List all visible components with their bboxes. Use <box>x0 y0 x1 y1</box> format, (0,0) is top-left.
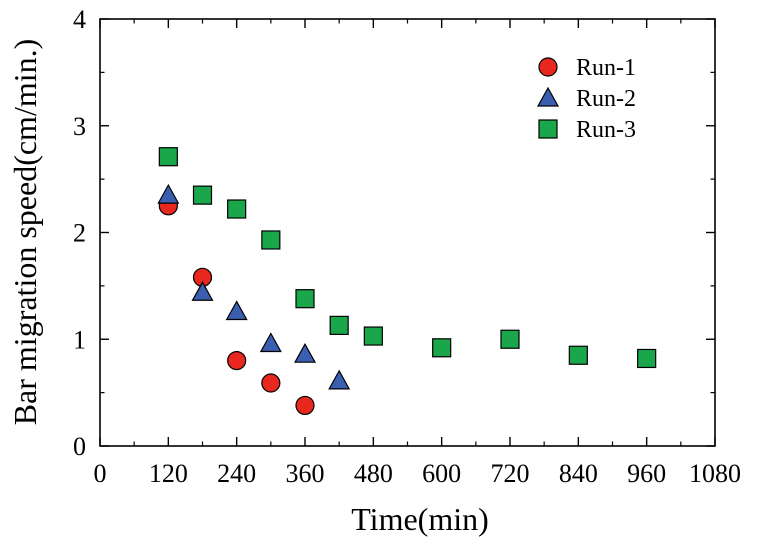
x-tick-label: 360 <box>286 459 325 488</box>
legend-label-run-1: Run-1 <box>576 55 636 81</box>
legend-label-run-3: Run-3 <box>576 117 636 143</box>
x-axis-title: Time(min) <box>351 501 489 537</box>
x-tick-label: 120 <box>149 459 188 488</box>
legend-marker-run-2 <box>536 86 560 107</box>
data-marks <box>157 147 657 416</box>
x-tick-label: 0 <box>94 459 107 488</box>
data-point-run-3 <box>432 338 452 358</box>
y-tick-label: 1 <box>73 325 86 354</box>
data-point-run-3 <box>637 348 657 369</box>
data-point-run-2 <box>191 281 214 301</box>
y-axis-title: Bar migration speed(cm/min.) <box>7 39 43 426</box>
data-point-run-2 <box>157 183 180 204</box>
x-tick-label: 960 <box>627 459 666 488</box>
data-point-run-3 <box>568 345 588 365</box>
y-tick-label: 3 <box>73 112 86 141</box>
y-tick-label: 2 <box>73 219 86 248</box>
x-tick-label: 480 <box>354 459 393 488</box>
x-tick-label: 1080 <box>689 459 741 488</box>
data-point-run-3 <box>192 185 213 205</box>
data-point-run-3 <box>158 147 178 167</box>
data-point-run-3 <box>500 329 520 349</box>
axes <box>99 18 716 447</box>
legend-label-run-2: Run-2 <box>576 86 636 112</box>
data-point-run-2 <box>293 342 317 363</box>
x-tick-label: 600 <box>422 459 461 488</box>
data-point-run-1 <box>295 395 315 416</box>
y-tick-label: 4 <box>73 5 86 34</box>
x-tick-label: 240 <box>217 459 256 488</box>
data-point-run-3 <box>363 326 383 346</box>
data-point-run-2 <box>328 369 351 390</box>
legend-marker-run-3 <box>538 119 558 139</box>
legend: Run-1 Run-2 Run-3 <box>536 55 636 143</box>
data-point-run-2 <box>259 332 282 353</box>
data-point-run-1 <box>261 373 281 393</box>
x-tick-label: 840 <box>559 459 598 488</box>
data-point-run-3 <box>329 315 349 335</box>
x-tick-label: 720 <box>491 459 530 488</box>
y-tick-label: 0 <box>73 432 86 461</box>
data-point-run-2 <box>225 300 248 321</box>
ticks: 0 120 240 360 480 600 720 840 960 1080 0 1 2 3 4 <box>73 5 741 488</box>
data-point-run-3 <box>227 199 247 219</box>
data-point-run-1 <box>227 351 247 371</box>
legend-marker-run-1 <box>538 57 558 77</box>
data-point-run-3 <box>261 230 281 250</box>
data-point-run-3 <box>295 289 315 309</box>
plot-frame <box>99 18 716 447</box>
